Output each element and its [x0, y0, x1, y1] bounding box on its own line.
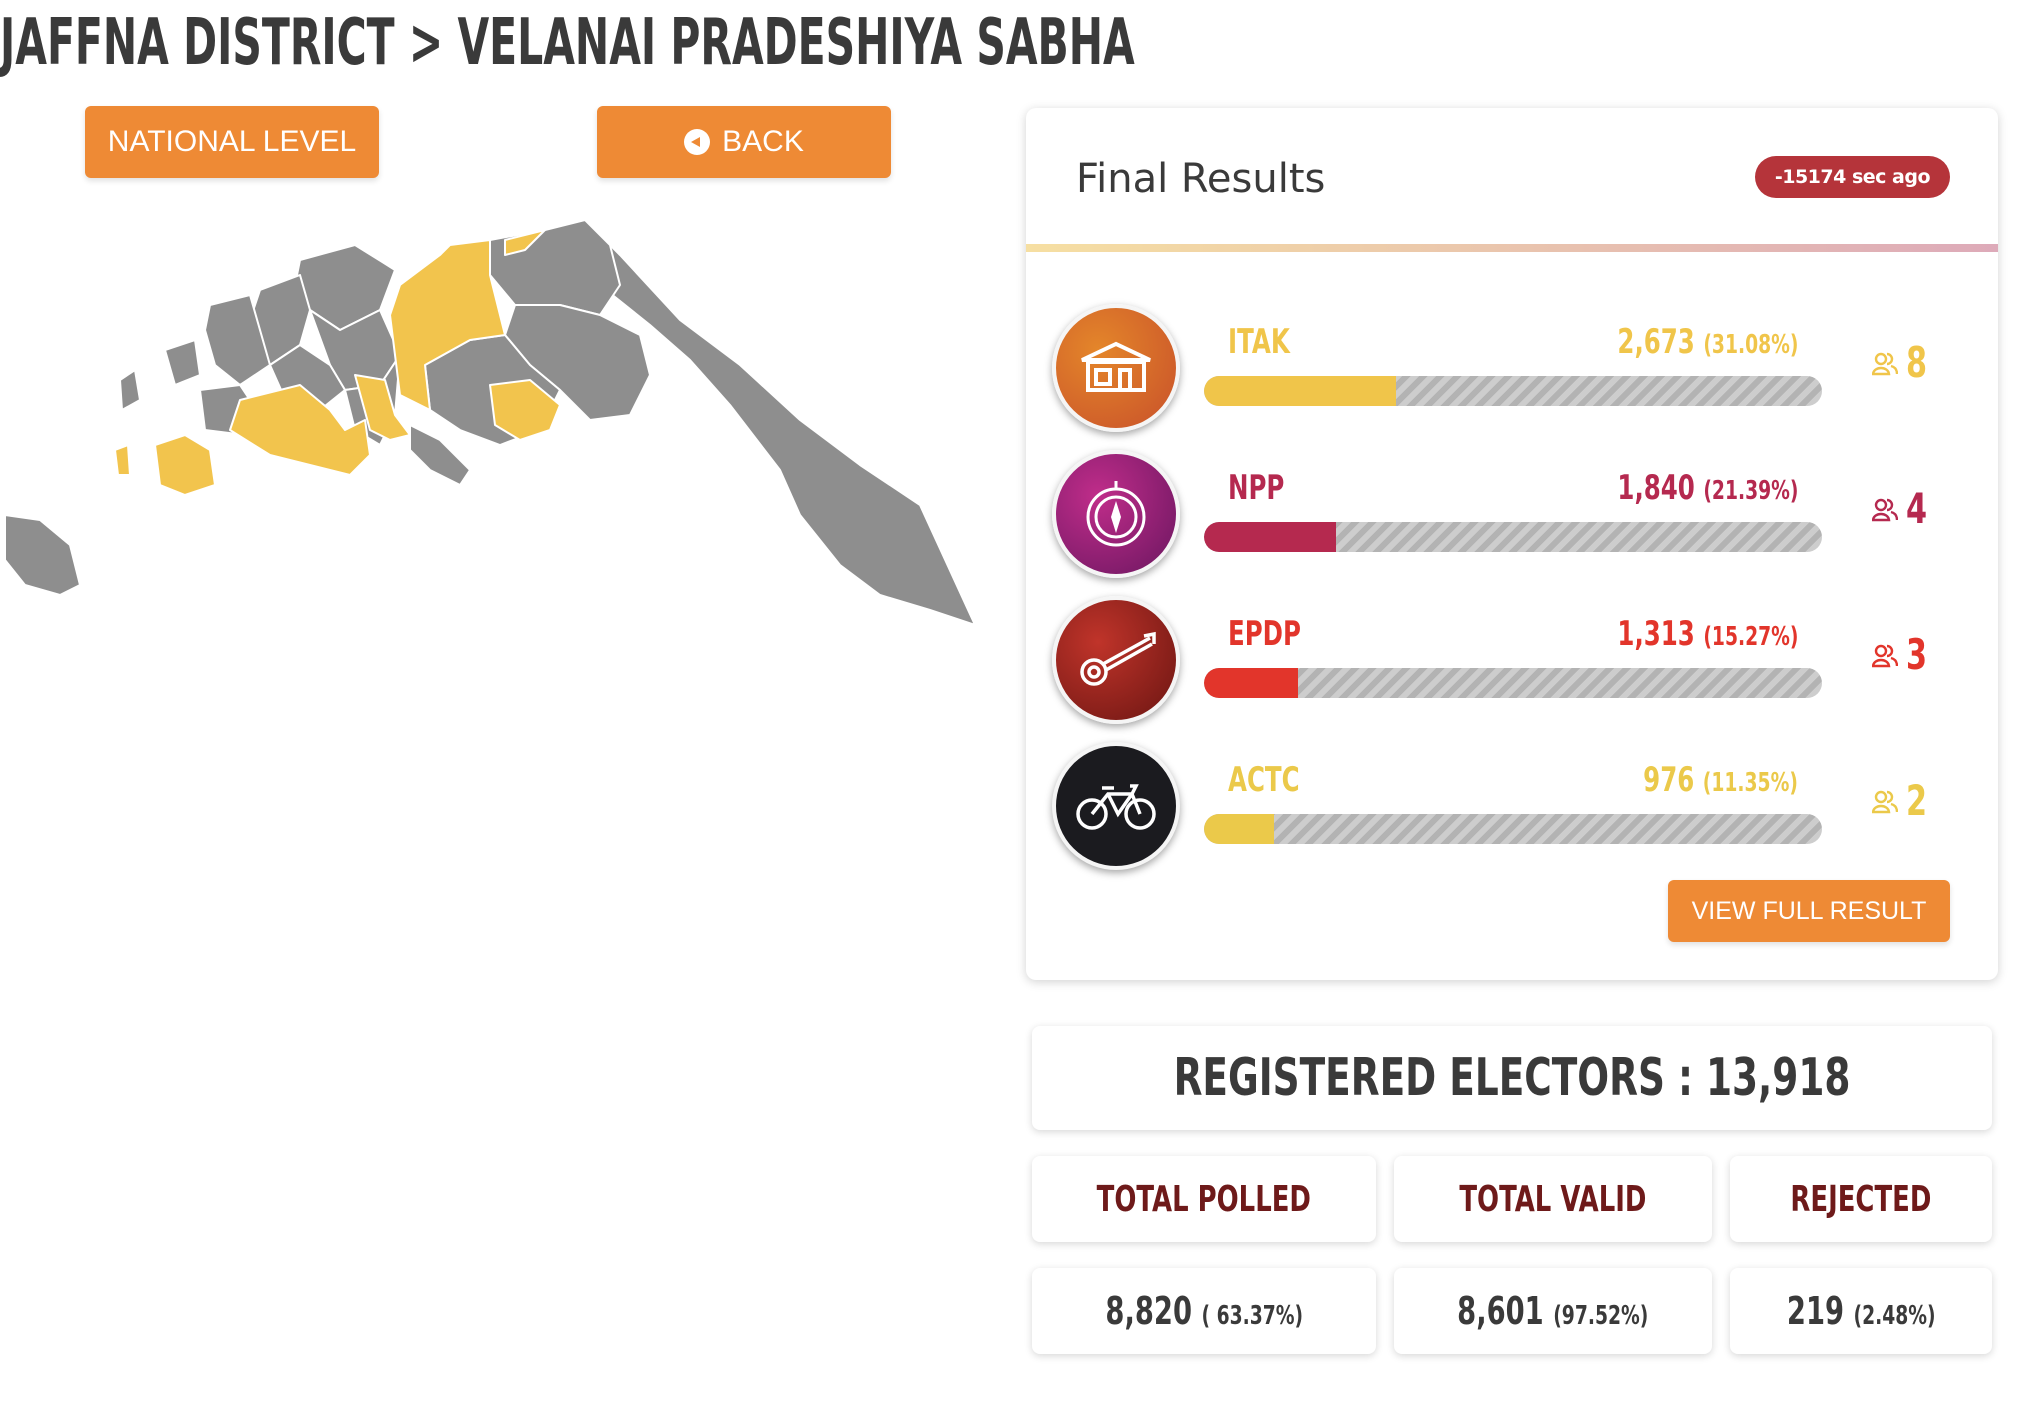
map-region-highlighted[interactable] — [504, 229, 546, 256]
vote-bar-fill — [1204, 668, 1299, 698]
map-region[interactable] — [164, 339, 201, 386]
update-time-badge: -15174 sec ago — [1754, 156, 1950, 198]
rejected-label: REJECTED — [1790, 1178, 1932, 1220]
party-row[interactable]: EPDP 1,313 (15.27%) 3 — [1026, 596, 1998, 742]
map-region-highlighted[interactable] — [229, 384, 371, 476]
vote-count: 2,673 — [1616, 322, 1695, 362]
vote-bar — [1204, 376, 1822, 406]
vote-count: 976 — [1643, 760, 1695, 800]
people-icon — [1872, 352, 1898, 376]
people-icon — [1872, 790, 1898, 814]
vote-bar-fill — [1204, 376, 1397, 406]
view-full-result-button[interactable]: VIEW FULL RESULT — [1668, 880, 1950, 942]
map-region[interactable] — [409, 424, 471, 486]
rejected-count: 219 — [1786, 1289, 1844, 1333]
rejected-value: 219 (2.48%) — [1787, 1289, 1936, 1333]
seat-count: 3 — [1906, 630, 1928, 679]
map-region[interactable] — [584, 219, 976, 626]
total-polled-value-box: 8,820 ( 63.37%) — [1032, 1268, 1376, 1354]
valid-count: 8,601 — [1457, 1289, 1544, 1333]
valid-percent: (97.52%) — [1553, 1301, 1649, 1331]
vote-bar-fill — [1204, 522, 1337, 552]
rejected-percent: (2.48%) — [1853, 1301, 1936, 1331]
total-valid-value: 8,601 (97.52%) — [1457, 1289, 1648, 1333]
view-full-result-label: VIEW FULL RESULT — [1691, 896, 1927, 925]
party-votes: 1,840 (21.39%) — [1617, 468, 1798, 508]
map-region-highlighted[interactable] — [489, 379, 561, 441]
vote-percent: (11.35%) — [1702, 768, 1798, 798]
registered-electors: REGISTERED ELECTORS : 13,918 — [1173, 1048, 1851, 1108]
map-region[interactable] — [119, 369, 141, 411]
party-name: EPDP — [1228, 614, 1301, 654]
bicycle-icon — [1052, 742, 1180, 870]
party-name: NPP — [1228, 468, 1285, 508]
party-row[interactable]: ITAK 2,673 (31.08%) 8 — [1026, 304, 1998, 450]
map-region[interactable] — [489, 219, 621, 316]
national-level-label: NATIONAL LEVEL — [107, 125, 357, 158]
rejected-label-box: REJECTED — [1730, 1156, 1992, 1242]
vote-percent: (15.27%) — [1702, 622, 1798, 652]
map-region-highlighted[interactable] — [114, 444, 131, 476]
vote-bar-fill — [1204, 814, 1275, 844]
vote-count: 1,840 — [1616, 468, 1695, 508]
people-icon — [1872, 644, 1898, 668]
map-region-highlighted[interactable] — [154, 434, 216, 496]
results-heading: Final Results — [1076, 156, 1326, 202]
total-valid-value-box: 8,601 (97.52%) — [1394, 1268, 1712, 1354]
results-card: Final Results -15174 sec ago ITAK 2,673 … — [1026, 108, 1998, 980]
seat-count: 8 — [1906, 338, 1928, 387]
vote-bar — [1204, 522, 1822, 552]
vote-bar — [1204, 668, 1822, 698]
house-icon — [1052, 304, 1180, 432]
map-region[interactable] — [4, 514, 81, 596]
polled-count: 8,820 — [1105, 1289, 1192, 1333]
vote-count: 1,313 — [1616, 614, 1695, 654]
total-valid-label-box: TOTAL VALID — [1394, 1156, 1712, 1242]
back-arrow-icon — [684, 129, 711, 155]
polled-percent: ( 63.37%) — [1201, 1301, 1303, 1331]
back-label: BACK — [722, 125, 804, 158]
party-name: ITAK — [1228, 322, 1290, 362]
vote-percent: (21.39%) — [1702, 476, 1798, 506]
total-polled-label-box: TOTAL POLLED — [1032, 1156, 1376, 1242]
party-name: ACTC — [1228, 760, 1300, 800]
compass-icon — [1052, 450, 1180, 578]
veena-icon — [1052, 596, 1180, 724]
page-title: JAFFNA DISTRICT > VELANAI PRADESHIYA SAB… — [0, 6, 1135, 80]
vote-percent: (31.08%) — [1702, 330, 1798, 360]
map-region-highlighted[interactable] — [389, 239, 506, 411]
back-button[interactable]: BACK — [597, 106, 891, 178]
people-icon — [1872, 498, 1898, 522]
divider — [1026, 244, 1998, 252]
division-map[interactable] — [0, 215, 980, 635]
party-votes: 976 (11.35%) — [1643, 760, 1798, 800]
registered-electors-box: REGISTERED ELECTORS : 13,918 — [1032, 1026, 1992, 1130]
vote-bar — [1204, 814, 1822, 844]
party-row[interactable]: ACTC 976 (11.35%) 2 — [1026, 742, 1998, 888]
party-votes: 2,673 (31.08%) — [1617, 322, 1798, 362]
seat-count: 4 — [1906, 484, 1928, 533]
rejected-value-box: 219 (2.48%) — [1730, 1268, 1992, 1354]
total-polled-label: TOTAL POLLED — [1096, 1178, 1312, 1220]
national-level-button[interactable]: NATIONAL LEVEL — [85, 106, 379, 178]
party-row[interactable]: NPP 1,840 (21.39%) 4 — [1026, 450, 1998, 596]
total-valid-label: TOTAL VALID — [1459, 1178, 1647, 1220]
party-votes: 1,313 (15.27%) — [1617, 614, 1798, 654]
seat-count: 2 — [1906, 776, 1928, 825]
total-polled-value: 8,820 ( 63.37%) — [1105, 1289, 1303, 1333]
